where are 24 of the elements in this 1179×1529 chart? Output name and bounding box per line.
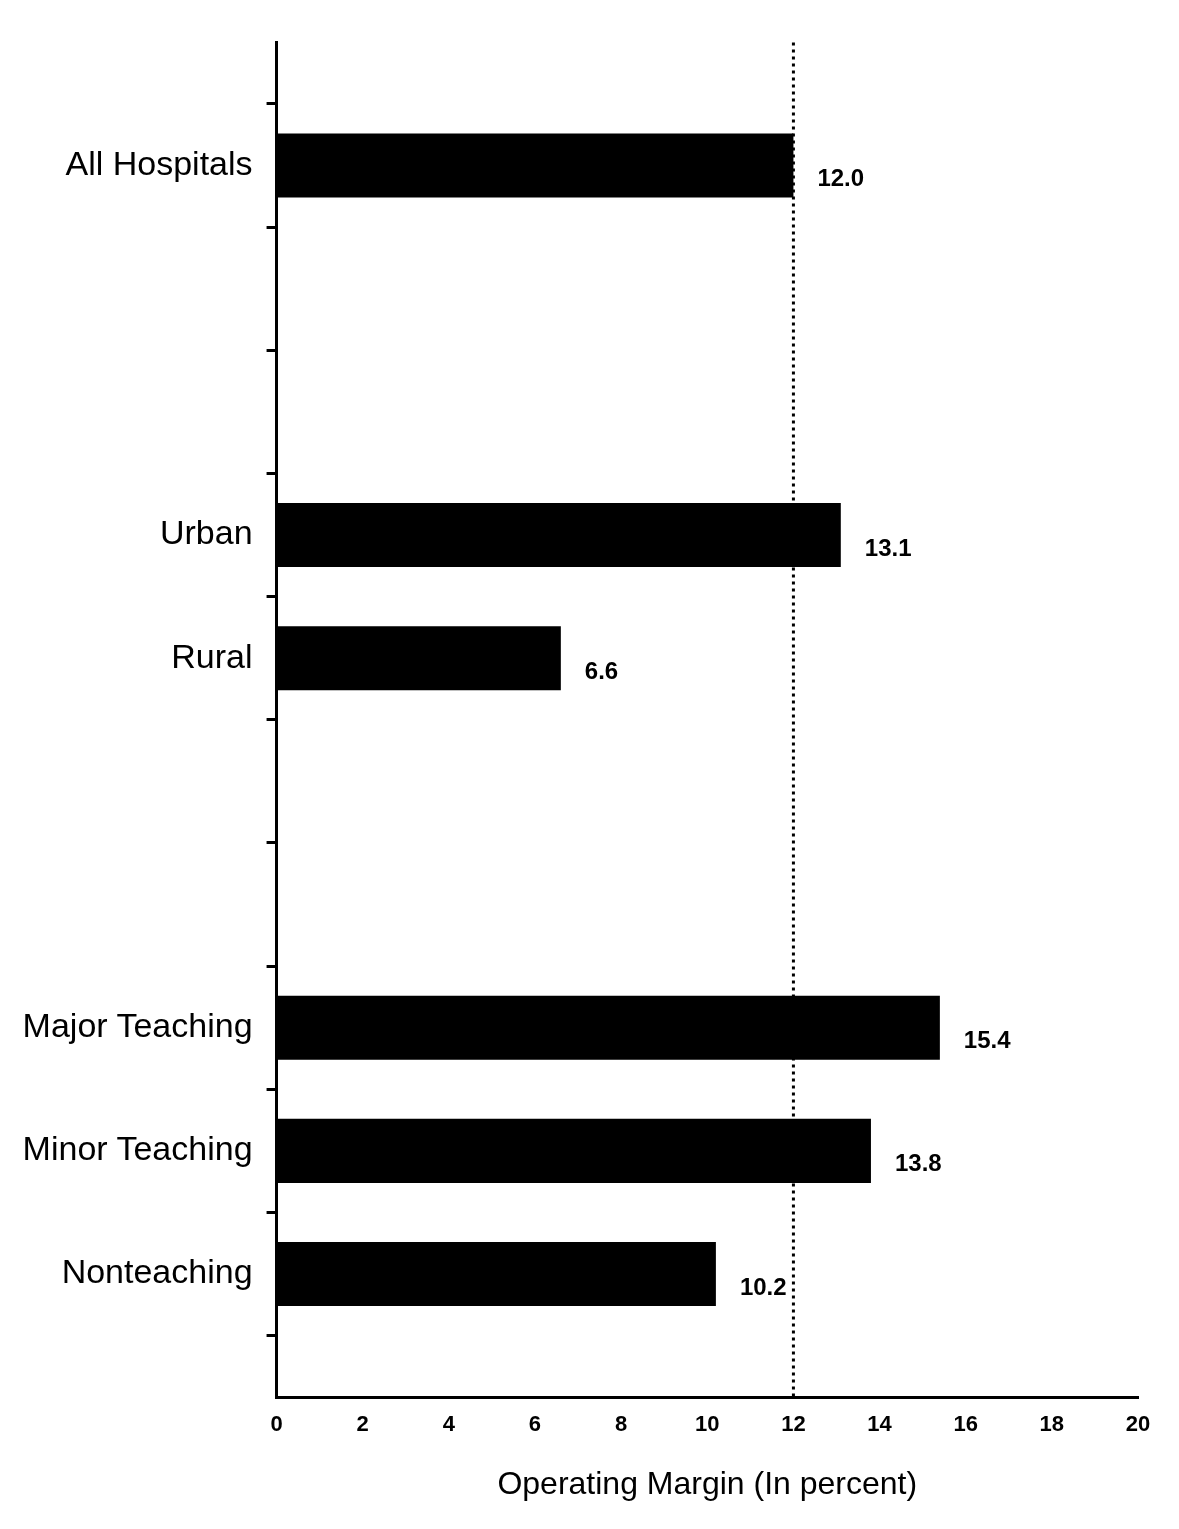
data-label: 13.8 xyxy=(894,1149,942,1177)
x-tick-label: 10 xyxy=(695,1411,720,1437)
data-label: 13.1 xyxy=(864,533,912,561)
x-tick-label: 2 xyxy=(356,1411,369,1437)
data-label: 10.2 xyxy=(739,1272,787,1300)
x-tick-label: 4 xyxy=(442,1411,456,1437)
y-tick-label: Urban xyxy=(159,513,253,552)
x-tick-label: 12 xyxy=(781,1411,806,1437)
x-axis-title: Operating Margin (In percent) xyxy=(497,1464,918,1501)
x-tick-label: 8 xyxy=(615,1411,628,1437)
x-tick-label: 20 xyxy=(1125,1411,1151,1437)
data-label: 12.0 xyxy=(817,164,865,192)
data-label: 15.4 xyxy=(963,1026,1012,1054)
x-tick-label: 14 xyxy=(867,1411,893,1437)
y-tick-label: Rural xyxy=(171,636,253,675)
y-tick-label: Major Teaching xyxy=(22,1006,253,1045)
y-tick-label: Nonteaching xyxy=(61,1252,253,1291)
x-tick-label: 0 xyxy=(270,1411,283,1437)
x-tick-label: 18 xyxy=(1039,1411,1065,1437)
data-label: 6.6 xyxy=(584,656,619,684)
y-tick-label: Minor Teaching xyxy=(22,1129,253,1168)
x-tick-label: 16 xyxy=(953,1411,978,1437)
x-tick-label: 6 xyxy=(528,1411,542,1437)
y-tick-label: All Hospitals xyxy=(65,143,253,182)
